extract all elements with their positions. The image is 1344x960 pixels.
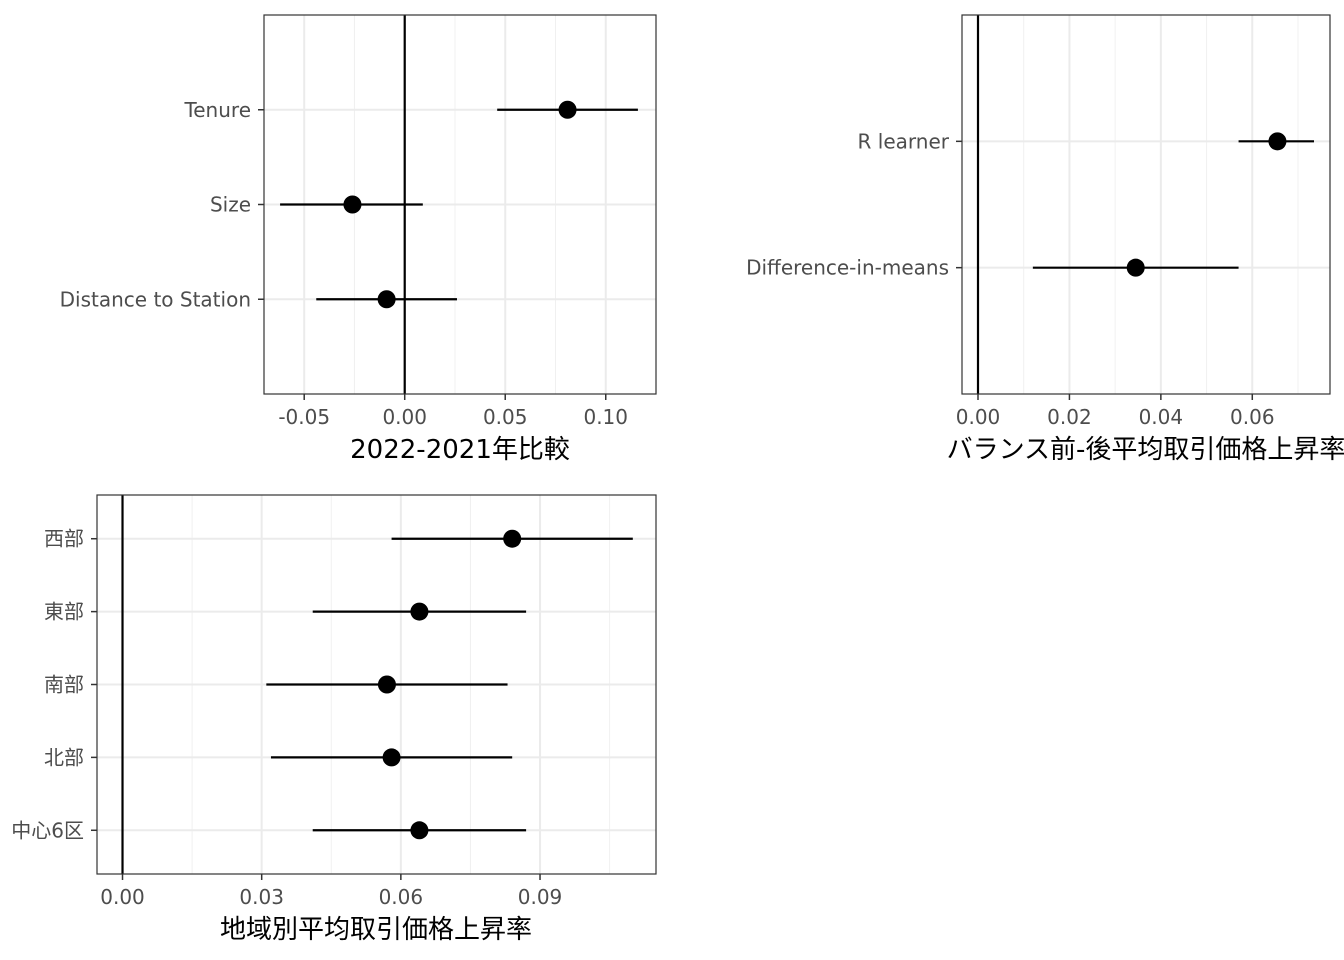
x-axis-title: 地域別平均取引価格上昇率 [220,915,532,945]
x-tick-label: 0.05 [483,405,528,429]
point-estimate [1127,259,1145,277]
point-estimate [343,196,361,214]
y-tick-label: Distance to Station [60,287,251,311]
x-tick-label: 0.04 [1139,405,1184,429]
point-estimate [1268,132,1286,150]
y-tick-label: 東部 [44,600,84,624]
x-tick-label: -0.05 [278,405,330,429]
panel-2: R learner Difference-in-means 0.00 0.02 0.04… [746,15,1344,465]
panel-1: Tenure Size Distance to Station -0.05 0.00 0.… [60,15,656,465]
x-tick-label: 0.03 [239,885,284,909]
x-tick-label: 0.02 [1047,405,1092,429]
point-estimate [503,530,521,548]
x-tick-label: 0.06 [379,885,424,909]
y-tick-label: R learner [858,129,950,153]
plot-background [962,15,1330,394]
x-tick-label: 0.09 [518,885,563,909]
y-tick-label: Tenure [183,98,251,122]
point-estimate [378,290,396,308]
point-estimate [383,748,401,766]
x-axis-title: 2022-2021年比較 [350,435,570,465]
x-tick-label: 0.00 [382,405,427,429]
x-tick-label: 0.00 [100,885,145,909]
y-tick-label: 中心6区 [11,818,84,842]
y-tick-label: 南部 [44,673,84,697]
point-estimate [559,101,577,119]
point-estimate [410,603,428,621]
x-tick-label: 0.10 [583,405,628,429]
y-tick-label: Difference-in-means [746,256,949,280]
y-tick-label: Size [210,193,251,217]
x-tick-label: 0.06 [1230,405,1275,429]
y-tick-label: 北部 [44,745,84,769]
point-estimate [410,821,428,839]
y-tick-label: 西部 [44,527,84,551]
x-tick-label: 0.00 [956,405,1001,429]
x-axis-title: バランス前-後平均取引価格上昇率 [947,435,1344,465]
point-estimate [378,676,396,694]
